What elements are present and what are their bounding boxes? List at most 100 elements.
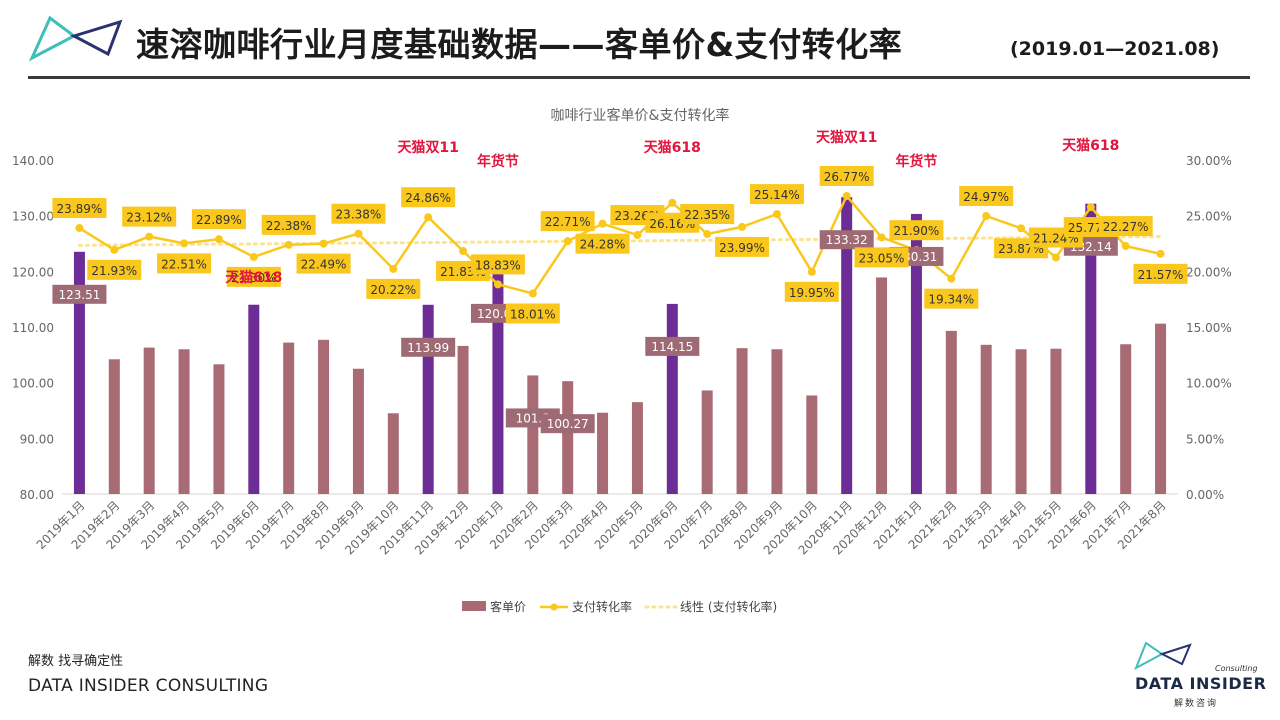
- line-point: [319, 239, 328, 248]
- line-label-bg: [366, 278, 421, 299]
- bar: [178, 349, 190, 494]
- bar: [213, 364, 225, 494]
- bar: [1120, 344, 1132, 494]
- legend-label: 支付转化率: [572, 599, 632, 614]
- line-point: [424, 213, 433, 222]
- series-line: [78, 193, 1161, 295]
- bar: [597, 412, 609, 494]
- bar: [318, 339, 330, 494]
- promo-annotation: 年货节: [477, 153, 519, 170]
- bar: [666, 303, 678, 494]
- promo-annotation: 天猫双11: [816, 129, 877, 146]
- line-point: [1121, 242, 1130, 251]
- line-point: [1017, 224, 1026, 233]
- line-data-label: 21.57%: [1138, 268, 1184, 282]
- line-label-bg: [540, 211, 595, 232]
- bar-label-bg: [401, 337, 456, 357]
- bar: [457, 345, 469, 494]
- promo-annotation: 天猫618: [225, 269, 282, 286]
- bar: [876, 277, 888, 494]
- line-point: [633, 231, 642, 240]
- legend-label: 客单价: [490, 599, 526, 614]
- line-data-label: 23.99%: [719, 241, 765, 255]
- line-point: [249, 252, 258, 261]
- line-data-label: 23.12%: [126, 211, 172, 225]
- line-label-bg: [575, 233, 630, 254]
- line-data-label: 22.71%: [545, 215, 591, 229]
- y-right-tick-label: 30.00%: [1186, 154, 1232, 168]
- line-data-label: 23.38%: [336, 208, 382, 222]
- y-left-tick-label: 100.00: [12, 377, 54, 391]
- y-right-tick-label: 25.00%: [1186, 210, 1232, 224]
- y-right-tick-label: 5.00%: [1186, 432, 1224, 446]
- bar: [108, 359, 120, 494]
- line-point: [493, 280, 502, 289]
- line-point: [738, 222, 747, 231]
- line-point: [459, 246, 468, 255]
- combo-chart: 咖啡行业客单价&支付转化率 80.00 90.00 100.00 110.00 120.0…: [12, 107, 1232, 614]
- brand-name: DATA INSIDER: [1135, 674, 1267, 693]
- bar: [527, 375, 539, 494]
- line-point: [1086, 203, 1095, 212]
- line-label-bg: [157, 253, 212, 274]
- y-left-tick-label: 130.00: [12, 210, 54, 224]
- line-data-label: 21.90%: [894, 224, 940, 238]
- line-label-bg: [1133, 263, 1188, 284]
- line-point: [877, 233, 886, 242]
- line-data-label: 24.86%: [405, 191, 451, 205]
- brand-logo-icon: [1134, 641, 1192, 671]
- line-data-label: 22.51%: [161, 257, 207, 271]
- line-point: [772, 210, 781, 219]
- line-data-label: 22.38%: [266, 219, 312, 233]
- bar-data-label: 100.27: [547, 417, 589, 431]
- bar: [283, 342, 295, 494]
- bar: [945, 330, 957, 494]
- bar: [1155, 323, 1167, 494]
- line-data-label: 20.22%: [370, 283, 416, 297]
- line-point: [180, 239, 189, 248]
- line-point: [75, 224, 84, 233]
- bar-label-bg: [819, 230, 874, 250]
- promo-annotation: 年货节: [895, 153, 937, 170]
- bar-data-label: 123.51: [58, 288, 100, 302]
- bar: [841, 197, 853, 494]
- bar: [631, 402, 643, 494]
- line-label-bg: [680, 204, 735, 225]
- line-data-label: 23.05%: [859, 251, 905, 265]
- bar: [736, 348, 748, 494]
- bar: [562, 381, 574, 494]
- footer-company: DATA INSIDER CONSULTING: [28, 676, 269, 696]
- brand-cn: 解数咨询: [1174, 699, 1219, 709]
- line-point: [214, 235, 223, 244]
- line-label-bg: [226, 266, 281, 287]
- line-label-bg: [191, 209, 246, 230]
- legend-swatch-bar: [462, 601, 486, 611]
- bar-data-label: 114.15: [651, 340, 693, 354]
- line-data-label: 22.89%: [196, 213, 242, 227]
- line-data-label: 21.30%: [231, 271, 277, 285]
- bar: [806, 395, 818, 494]
- y-right-tick-label: 0.00%: [1186, 488, 1224, 502]
- line-label-bg: [52, 198, 107, 219]
- line-point: [389, 264, 398, 273]
- bar: [980, 344, 992, 494]
- line-point: [110, 245, 119, 254]
- line-data-label: 22.35%: [684, 208, 730, 222]
- chart-title: 咖啡行业客单价&支付转化率: [551, 107, 730, 124]
- line-data-label: 18.83%: [475, 258, 521, 272]
- line-label-bg: [889, 220, 944, 241]
- line-label-bg: [715, 236, 770, 257]
- line-point: [284, 240, 293, 249]
- line-point: [1156, 249, 1165, 258]
- line-point: [145, 232, 154, 241]
- y-left-tick-label: 140.00: [12, 154, 54, 168]
- brand-block: Consulting DATA INSIDER 解数咨询: [1130, 638, 1266, 718]
- title-divider: [28, 76, 1250, 79]
- bar: [1050, 348, 1062, 494]
- line-data-label: 24.97%: [963, 190, 1009, 204]
- legend-label: 线性 (支付转化率): [680, 599, 777, 614]
- line-data-label: 25.14%: [754, 188, 800, 202]
- line-label-bg: [87, 259, 142, 280]
- line-label-bg: [784, 281, 839, 302]
- line-point: [807, 267, 816, 276]
